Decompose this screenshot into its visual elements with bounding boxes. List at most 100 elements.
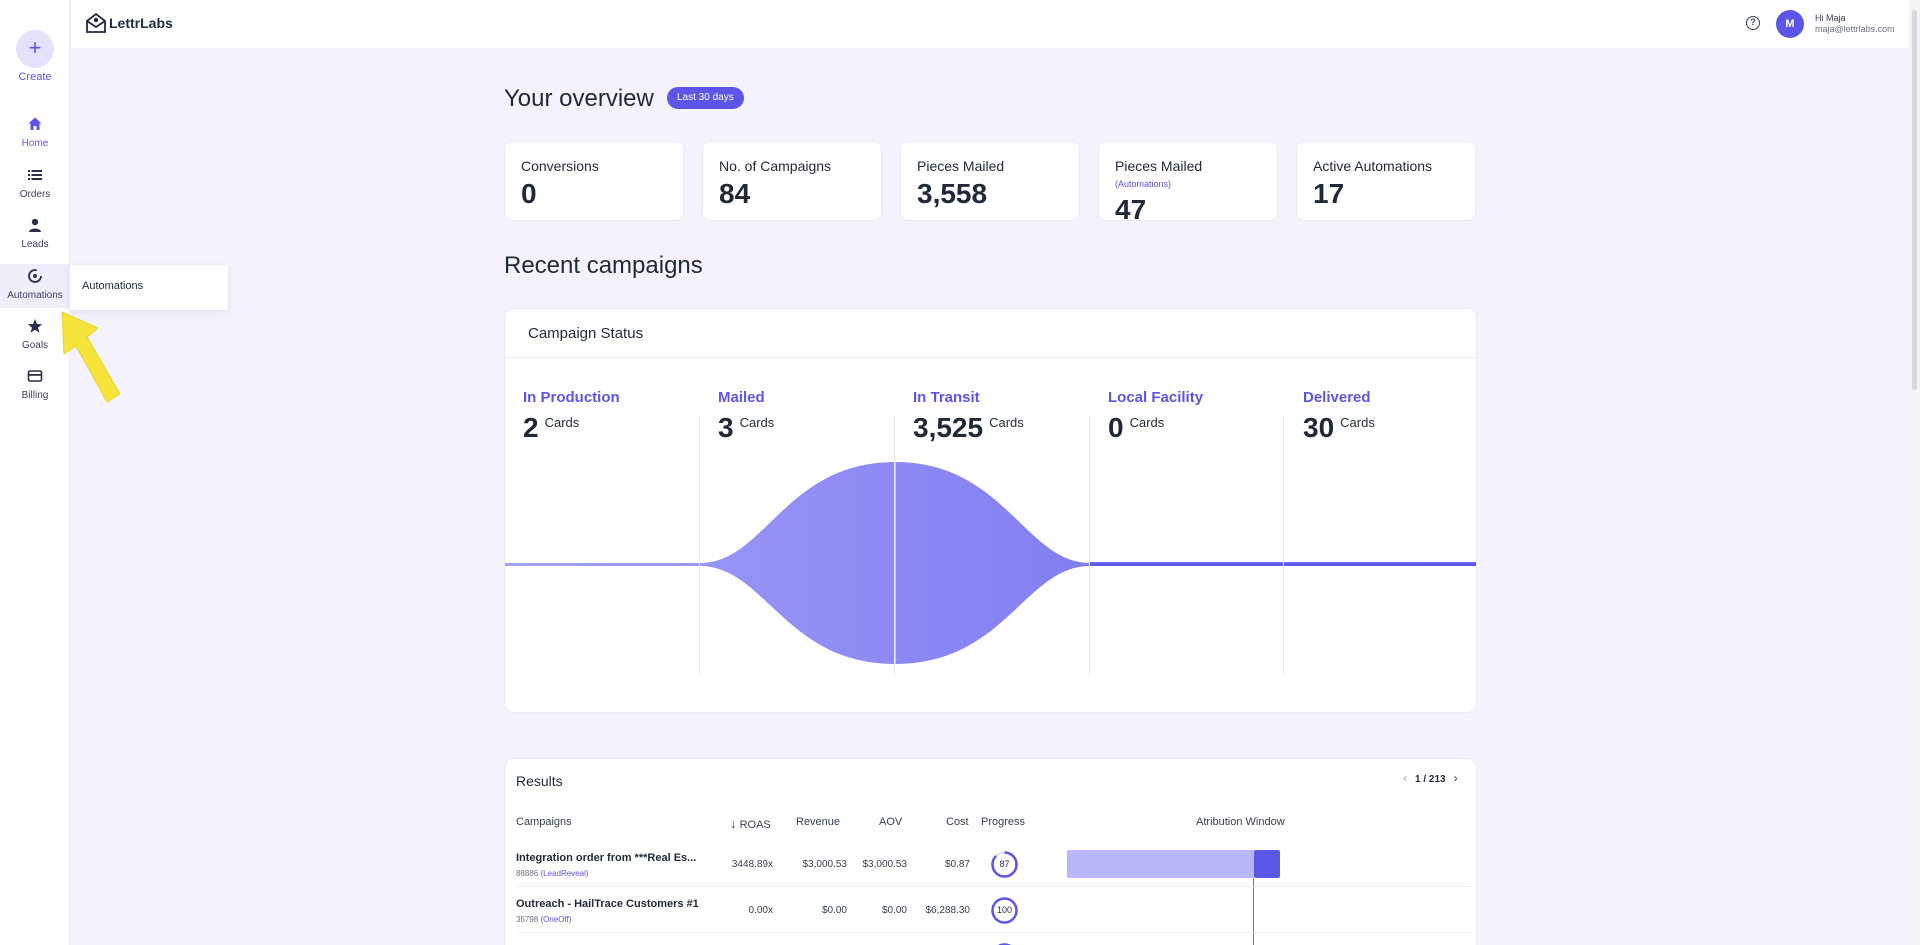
stat-title: No. of Campaigns bbox=[719, 158, 832, 174]
stage-in-transit[interactable]: In Transit 3,525 Cards bbox=[895, 389, 1090, 444]
campaign-id: 35798 bbox=[516, 915, 539, 924]
create-button[interactable]: + bbox=[16, 30, 54, 68]
attribution-line bbox=[1253, 878, 1254, 945]
row-divider bbox=[516, 932, 1471, 933]
stat-card-conversions: Conversions 0 bbox=[504, 141, 684, 221]
column-header-cost[interactable]: Cost bbox=[946, 816, 969, 828]
row-divider bbox=[516, 886, 1471, 887]
create-label[interactable]: Create bbox=[18, 71, 52, 83]
pagination: ‹ 1 / 213 › bbox=[1395, 771, 1466, 785]
top-bar: LettrLabs ? M Hi Maja maja@lettrlabs.com bbox=[71, 0, 1920, 48]
sidebar-item-billing[interactable]: Billing bbox=[0, 364, 70, 408]
help-icon[interactable]: ? bbox=[1746, 16, 1760, 30]
column-header-campaigns[interactable]: Campaigns bbox=[516, 816, 572, 828]
cost-value: $0.87 bbox=[944, 859, 970, 870]
aov-value: $0.00 bbox=[881, 905, 907, 916]
campaign-type: (OneOff) bbox=[540, 915, 572, 924]
avatar[interactable]: M bbox=[1776, 10, 1804, 38]
automations-tooltip: Automations bbox=[70, 265, 228, 310]
attribution-window-bar bbox=[1067, 850, 1254, 878]
progress-value: 87 bbox=[999, 859, 1010, 869]
pointer-arrow-icon bbox=[61, 311, 121, 403]
stage-local-facility[interactable]: Local Facility 0 Cards bbox=[1090, 389, 1285, 444]
revenue-value: $0.00 bbox=[821, 905, 847, 916]
sidebar-item-automations[interactable]: Automations bbox=[0, 264, 70, 308]
sidebar-item-home[interactable]: Home bbox=[0, 112, 70, 156]
campaign-id: 88886 bbox=[516, 869, 539, 878]
stage-count: 0 bbox=[1108, 412, 1124, 443]
stage-delivered[interactable]: Delivered 30 Cards bbox=[1285, 389, 1476, 444]
stat-card-campaigns: No. of Campaigns 84 bbox=[702, 141, 882, 221]
brand-name: LettrLabs bbox=[109, 15, 173, 31]
card-icon bbox=[0, 368, 70, 388]
sidebar-item-label: Automations bbox=[7, 290, 63, 301]
stage-count: 3,525 bbox=[913, 412, 984, 443]
campaign-meta: 88886 (LeadReveal) bbox=[516, 869, 589, 878]
column-header-aov[interactable]: AOV bbox=[879, 816, 903, 828]
star-icon bbox=[0, 318, 70, 338]
aov-value: $3,000.53 bbox=[862, 859, 908, 870]
stat-card-active-automations: Active Automations 17 bbox=[1296, 141, 1476, 221]
sidebar-item-label: Orders bbox=[19, 189, 51, 200]
user-email: maja@lettrlabs.com bbox=[1815, 24, 1895, 34]
stat-value: 17 bbox=[1313, 178, 1345, 209]
period-badge[interactable]: Last 30 days bbox=[667, 87, 744, 109]
status-flow-graphic bbox=[505, 459, 1476, 669]
progress-ring: 87 bbox=[990, 850, 1019, 879]
logo[interactable]: LettrLabs bbox=[85, 12, 173, 34]
stat-note: (Automations) bbox=[1115, 179, 1172, 189]
stat-title: Pieces Mailed bbox=[917, 158, 1005, 174]
stage-name: In Transit bbox=[913, 389, 980, 406]
campaign-name[interactable]: Outreach - HailTrace Customers #1 bbox=[516, 898, 699, 910]
stat-value: 0 bbox=[521, 178, 537, 209]
progress-ring: 100 bbox=[990, 896, 1019, 925]
card-title: Results bbox=[516, 773, 563, 789]
campaign-name[interactable]: Integration order from ***Real Es... bbox=[516, 852, 697, 864]
stage-unit: Cards bbox=[739, 415, 775, 430]
scrollbar-thumb[interactable] bbox=[1912, 10, 1917, 390]
progress-value: 100 bbox=[996, 905, 1013, 915]
home-icon bbox=[0, 116, 70, 136]
stage-name: Local Facility bbox=[1108, 389, 1204, 406]
results-card: Results ‹ 1 / 213 › Campaigns ↓ ROAS Reven… bbox=[504, 758, 1477, 945]
campaign-status-card: Campaign Status In Production 2 Cards Mai… bbox=[504, 308, 1477, 713]
stage-count: 2 bbox=[523, 412, 539, 443]
plus-icon: + bbox=[28, 35, 42, 60]
divider bbox=[1089, 415, 1090, 675]
sidebar-item-leads[interactable]: Leads bbox=[0, 213, 70, 257]
revenue-value: $3,000.53 bbox=[802, 859, 848, 870]
sidebar-item-goals[interactable]: Goals bbox=[0, 314, 70, 358]
stage-in-production[interactable]: In Production 2 Cards bbox=[505, 389, 700, 444]
chevron-left-icon[interactable]: ‹ bbox=[1403, 771, 1407, 785]
column-header-attribution: Atribution Window bbox=[1196, 816, 1285, 828]
divider bbox=[1283, 415, 1284, 675]
stage-unit: Cards bbox=[544, 415, 580, 430]
stat-value: 84 bbox=[719, 178, 751, 209]
section-title: Recent campaigns bbox=[504, 252, 703, 279]
divider bbox=[894, 415, 895, 675]
scrollbar[interactable] bbox=[1909, 0, 1920, 945]
automation-icon bbox=[0, 268, 70, 288]
stat-title: Pieces Mailed bbox=[1115, 158, 1203, 174]
campaign-meta: 35798 (OneOff) bbox=[516, 915, 571, 924]
stage-name: Delivered bbox=[1303, 389, 1371, 406]
column-header-roas[interactable]: ↓ ROAS bbox=[730, 816, 771, 831]
column-header-revenue[interactable]: Revenue bbox=[796, 816, 841, 828]
chevron-right-icon[interactable]: › bbox=[1453, 771, 1458, 785]
page-indicator: 1 / 213 bbox=[1415, 774, 1446, 785]
page-title: Your overview bbox=[504, 85, 654, 112]
stat-card-pieces-mailed-automations: Pieces Mailed (Automations) 47 bbox=[1098, 141, 1278, 225]
stat-value: 3,558 bbox=[917, 178, 988, 209]
stage-name: Mailed bbox=[718, 389, 765, 406]
campaign-type: (LeadReveal) bbox=[540, 869, 589, 878]
roas-value: 0.00x bbox=[748, 905, 773, 916]
user-icon bbox=[0, 217, 70, 237]
card-title: Campaign Status bbox=[505, 309, 1476, 358]
envelope-logo-icon bbox=[86, 12, 106, 33]
cost-value: $6,288.30 bbox=[925, 905, 971, 916]
stage-count: 30 bbox=[1303, 412, 1335, 443]
stat-title: Active Automations bbox=[1313, 158, 1433, 174]
stage-mailed[interactable]: Mailed 3 Cards bbox=[700, 389, 895, 444]
sidebar-item-label: Leads bbox=[21, 239, 49, 250]
sidebar-item-orders[interactable]: Orders bbox=[0, 163, 70, 207]
